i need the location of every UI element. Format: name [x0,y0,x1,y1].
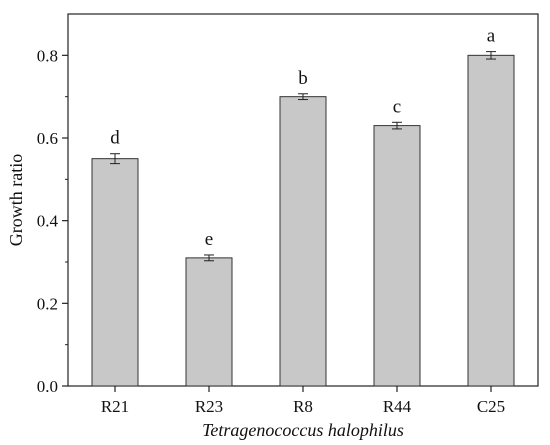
x-tick-label: C25 [477,397,505,416]
x-tick-label: R21 [101,397,129,416]
y-axis-title: Growth ratio [6,154,26,246]
y-tick-label: 0.4 [37,212,59,231]
significance-label: c [393,96,401,117]
significance-label: e [205,229,213,250]
x-axis-title: Tetragenococcus halophilus [202,420,404,440]
x-tick-label: R23 [195,397,223,416]
plot-area: 0.0 0.2 0.4 0.6 0.8 d R21 e R23 b R8 c R44 a C25 [37,13,539,416]
significance-label: b [298,68,308,89]
bar-r8 [279,96,327,387]
x-tick-label: R8 [293,397,313,416]
bar-r23 [185,257,233,387]
y-tick-label: 0.0 [37,377,58,396]
y-tick-label: 0.2 [37,294,58,313]
bar-r21 [91,158,139,387]
significance-label: a [487,26,496,47]
bar-r44 [373,125,421,387]
x-tick-label: R44 [383,397,412,416]
y-tick-label: 0.6 [37,129,58,148]
y-tick-label: 0.8 [37,46,58,65]
bar-c25 [467,54,515,387]
significance-label: d [110,128,120,149]
